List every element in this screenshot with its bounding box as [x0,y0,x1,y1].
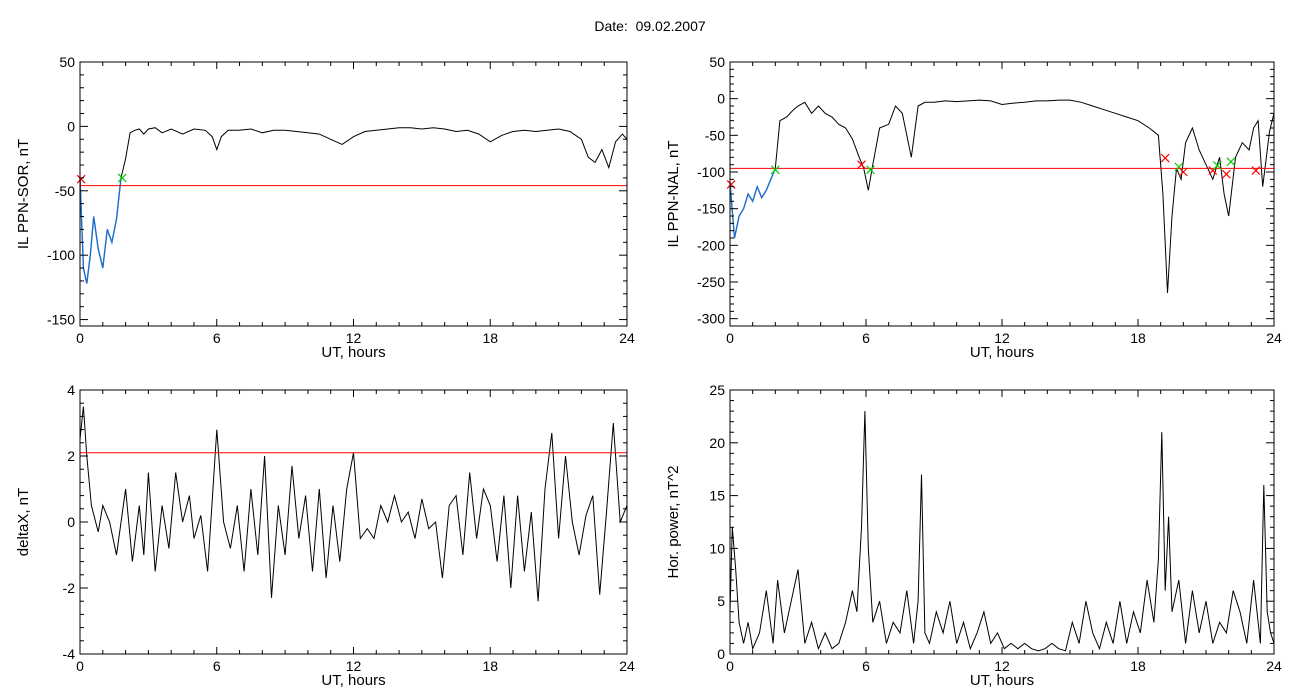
x-tick-label: 18 [1130,658,1146,674]
y-tick-label: 20 [709,435,725,451]
y-tick-label: 10 [709,540,725,556]
y-tick-label: 2 [67,448,75,464]
chart-panel-2: 0 6 12 18 24 -300 -250 -200 -150 -100 -50 0 50 UT, ho… [665,54,1282,361]
data-line [729,99,1275,294]
event-marker [857,160,866,170]
x-tick-label: 0 [76,330,84,346]
y-tick-label: 0 [67,118,75,134]
low-segment-line [729,168,776,239]
y-tick-label: -50 [705,127,725,143]
y-tick-label: -300 [697,311,725,327]
data-line [79,127,628,284]
plot-frame [729,389,1275,655]
x-tick-label: 0 [726,330,734,346]
x-tick-label: 12 [346,330,362,346]
event-marker [117,173,127,183]
y-tick-label: -250 [697,274,725,290]
x-tick-label: 24 [619,330,635,346]
low-segment-line [79,177,122,284]
event-marker-stroke [726,180,736,189]
y-tick-label: -50 [55,183,75,199]
event-marker [866,165,875,175]
x-tick-label: 12 [994,330,1010,346]
y-axis-label: deltaX, nT [15,488,32,556]
event-marker-stroke [117,173,127,183]
y-tick-label: 0 [717,646,725,662]
event-marker [770,165,780,175]
event-marker-stroke [770,165,780,175]
x-axis-label: UT, hours [970,672,1034,689]
y-tick-label: -200 [697,237,725,253]
x-tick-label: 18 [1130,330,1146,346]
x-tick-label: 12 [346,658,362,674]
y-tick-label: 0 [717,91,725,107]
x-tick-label: 6 [862,658,870,674]
data-line [729,411,1275,652]
x-tick-label: 18 [482,658,498,674]
plot-frame [729,61,1275,327]
x-tick-label: 0 [726,658,734,674]
event-marker-stroke [1221,169,1231,179]
x-tick-label: 0 [76,658,84,674]
x-axis-label: UT, hours [321,344,385,361]
y-tick-label: -100 [697,164,725,180]
y-tick-label: -150 [697,201,725,217]
x-axis-label: UT, hours [970,344,1034,361]
chart-panel-1: 0 6 12 18 24 -150 -100 -50 0 50 UT, hours IL PPN-SO… [15,54,635,361]
chart-panel-4: 0 6 12 18 24 0 5 10 15 20 25 UT, hours Hor. power, n… [665,382,1282,689]
x-tick-label: 18 [482,330,498,346]
y-tick-label: -100 [47,247,75,263]
event-marker-stroke [1251,166,1261,175]
plot-frame [79,61,628,327]
y-axis-label: Hor. power, nT^2 [665,466,682,579]
x-tick-label: 24 [619,658,635,674]
plot-frame [79,389,628,655]
event-marker [1251,166,1261,175]
event-marker-stroke [1178,167,1188,177]
event-marker-stroke [1212,160,1222,170]
y-axis-label: IL PPN-NAL, nT [665,141,682,248]
y-tick-label: 5 [717,593,725,609]
event-marker [726,180,736,189]
event-marker-stroke [866,165,875,175]
y-tick-label: 50 [709,54,725,70]
event-marker-stroke [1174,162,1184,172]
data-line [79,406,628,602]
x-tick-label: 24 [1266,330,1282,346]
event-marker-stroke [1226,157,1236,167]
x-axis-label: UT, hours [321,672,385,689]
event-marker [76,174,86,184]
y-tick-label: 4 [67,382,75,398]
y-tick-label: -150 [47,312,75,328]
y-tick-label: 15 [709,488,725,504]
event-marker [1226,157,1236,167]
x-tick-label: 6 [213,658,221,674]
event-marker-stroke [857,160,866,170]
y-tick-label: -4 [63,646,76,662]
event-marker-stroke [76,174,86,184]
event-marker [1221,169,1231,179]
event-marker [1212,160,1222,170]
page-title: Date: 09.02.2007 [594,18,706,34]
event-marker [1160,153,1170,163]
y-tick-label: -2 [63,580,76,596]
event-marker-stroke [1160,153,1170,163]
x-tick-label: 24 [1266,658,1282,674]
event-marker [1178,167,1188,177]
y-tick-label: 50 [59,54,75,70]
y-tick-label: 25 [709,382,725,398]
x-tick-label: 6 [213,330,221,346]
x-tick-label: 6 [862,330,870,346]
x-tick-label: 12 [994,658,1010,674]
y-axis-label: IL PPN-SOR, nT [15,139,32,249]
y-tick-label: 0 [67,514,75,530]
